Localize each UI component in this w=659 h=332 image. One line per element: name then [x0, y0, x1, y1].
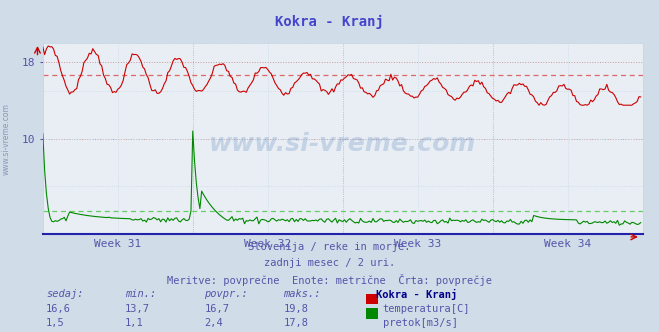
Text: zadnji mesec / 2 uri.: zadnji mesec / 2 uri. — [264, 258, 395, 268]
Text: Kokra - Kranj: Kokra - Kranj — [275, 15, 384, 29]
Text: 17,8: 17,8 — [283, 318, 308, 328]
Text: Slovenija / reke in morje.: Slovenija / reke in morje. — [248, 242, 411, 252]
Text: pretok[m3/s]: pretok[m3/s] — [383, 318, 458, 328]
Text: povpr.:: povpr.: — [204, 289, 248, 299]
Text: maks.:: maks.: — [283, 289, 321, 299]
Text: 13,7: 13,7 — [125, 304, 150, 314]
Text: Kokra - Kranj: Kokra - Kranj — [376, 289, 457, 300]
Text: www.si-vreme.com: www.si-vreme.com — [209, 132, 476, 156]
Text: sedaj:: sedaj: — [46, 289, 84, 299]
Text: 19,8: 19,8 — [283, 304, 308, 314]
Text: 2,4: 2,4 — [204, 318, 223, 328]
Text: 1,5: 1,5 — [46, 318, 65, 328]
Text: min.:: min.: — [125, 289, 156, 299]
Text: www.si-vreme.com: www.si-vreme.com — [2, 104, 11, 175]
Text: 16,7: 16,7 — [204, 304, 229, 314]
Text: Meritve: povprečne  Enote: metrične  Črta: povprečje: Meritve: povprečne Enote: metrične Črta:… — [167, 274, 492, 286]
Text: temperatura[C]: temperatura[C] — [383, 304, 471, 314]
Text: 16,6: 16,6 — [46, 304, 71, 314]
Text: 1,1: 1,1 — [125, 318, 144, 328]
